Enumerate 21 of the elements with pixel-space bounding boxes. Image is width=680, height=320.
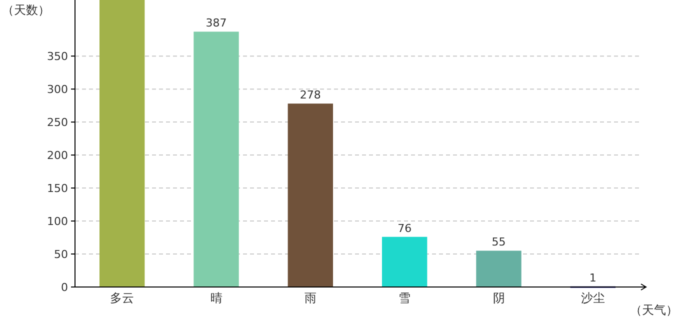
x-tick-label: 雨 (304, 291, 316, 305)
y-tick-label: 250 (47, 116, 68, 130)
y-tick-label: 350 (47, 50, 68, 64)
y-axis-title: （天数） (2, 3, 50, 17)
data-label: 55 (492, 236, 506, 249)
x-tick-label: 雪 (398, 291, 411, 305)
x-tick-label: 沙尘 (580, 291, 605, 305)
x-axis-title: （天气） (630, 303, 678, 317)
data-label: 76 (398, 222, 412, 235)
y-tick-label: 100 (47, 215, 68, 228)
y-tick-label: 200 (47, 149, 68, 162)
x-tick-label: 晴 (210, 291, 222, 305)
data-label: 1 (589, 271, 596, 284)
y-tick-label: 50 (54, 248, 68, 262)
y-tick-label: 0 (61, 281, 68, 294)
data-label: 387 (206, 16, 227, 30)
y-tick-label: 300 (47, 83, 68, 96)
x-tick-label: 阴 (492, 291, 505, 305)
data-label: 278 (300, 88, 321, 102)
x-tick-label: 多云 (110, 291, 134, 305)
y-tick-label: 150 (47, 182, 68, 196)
